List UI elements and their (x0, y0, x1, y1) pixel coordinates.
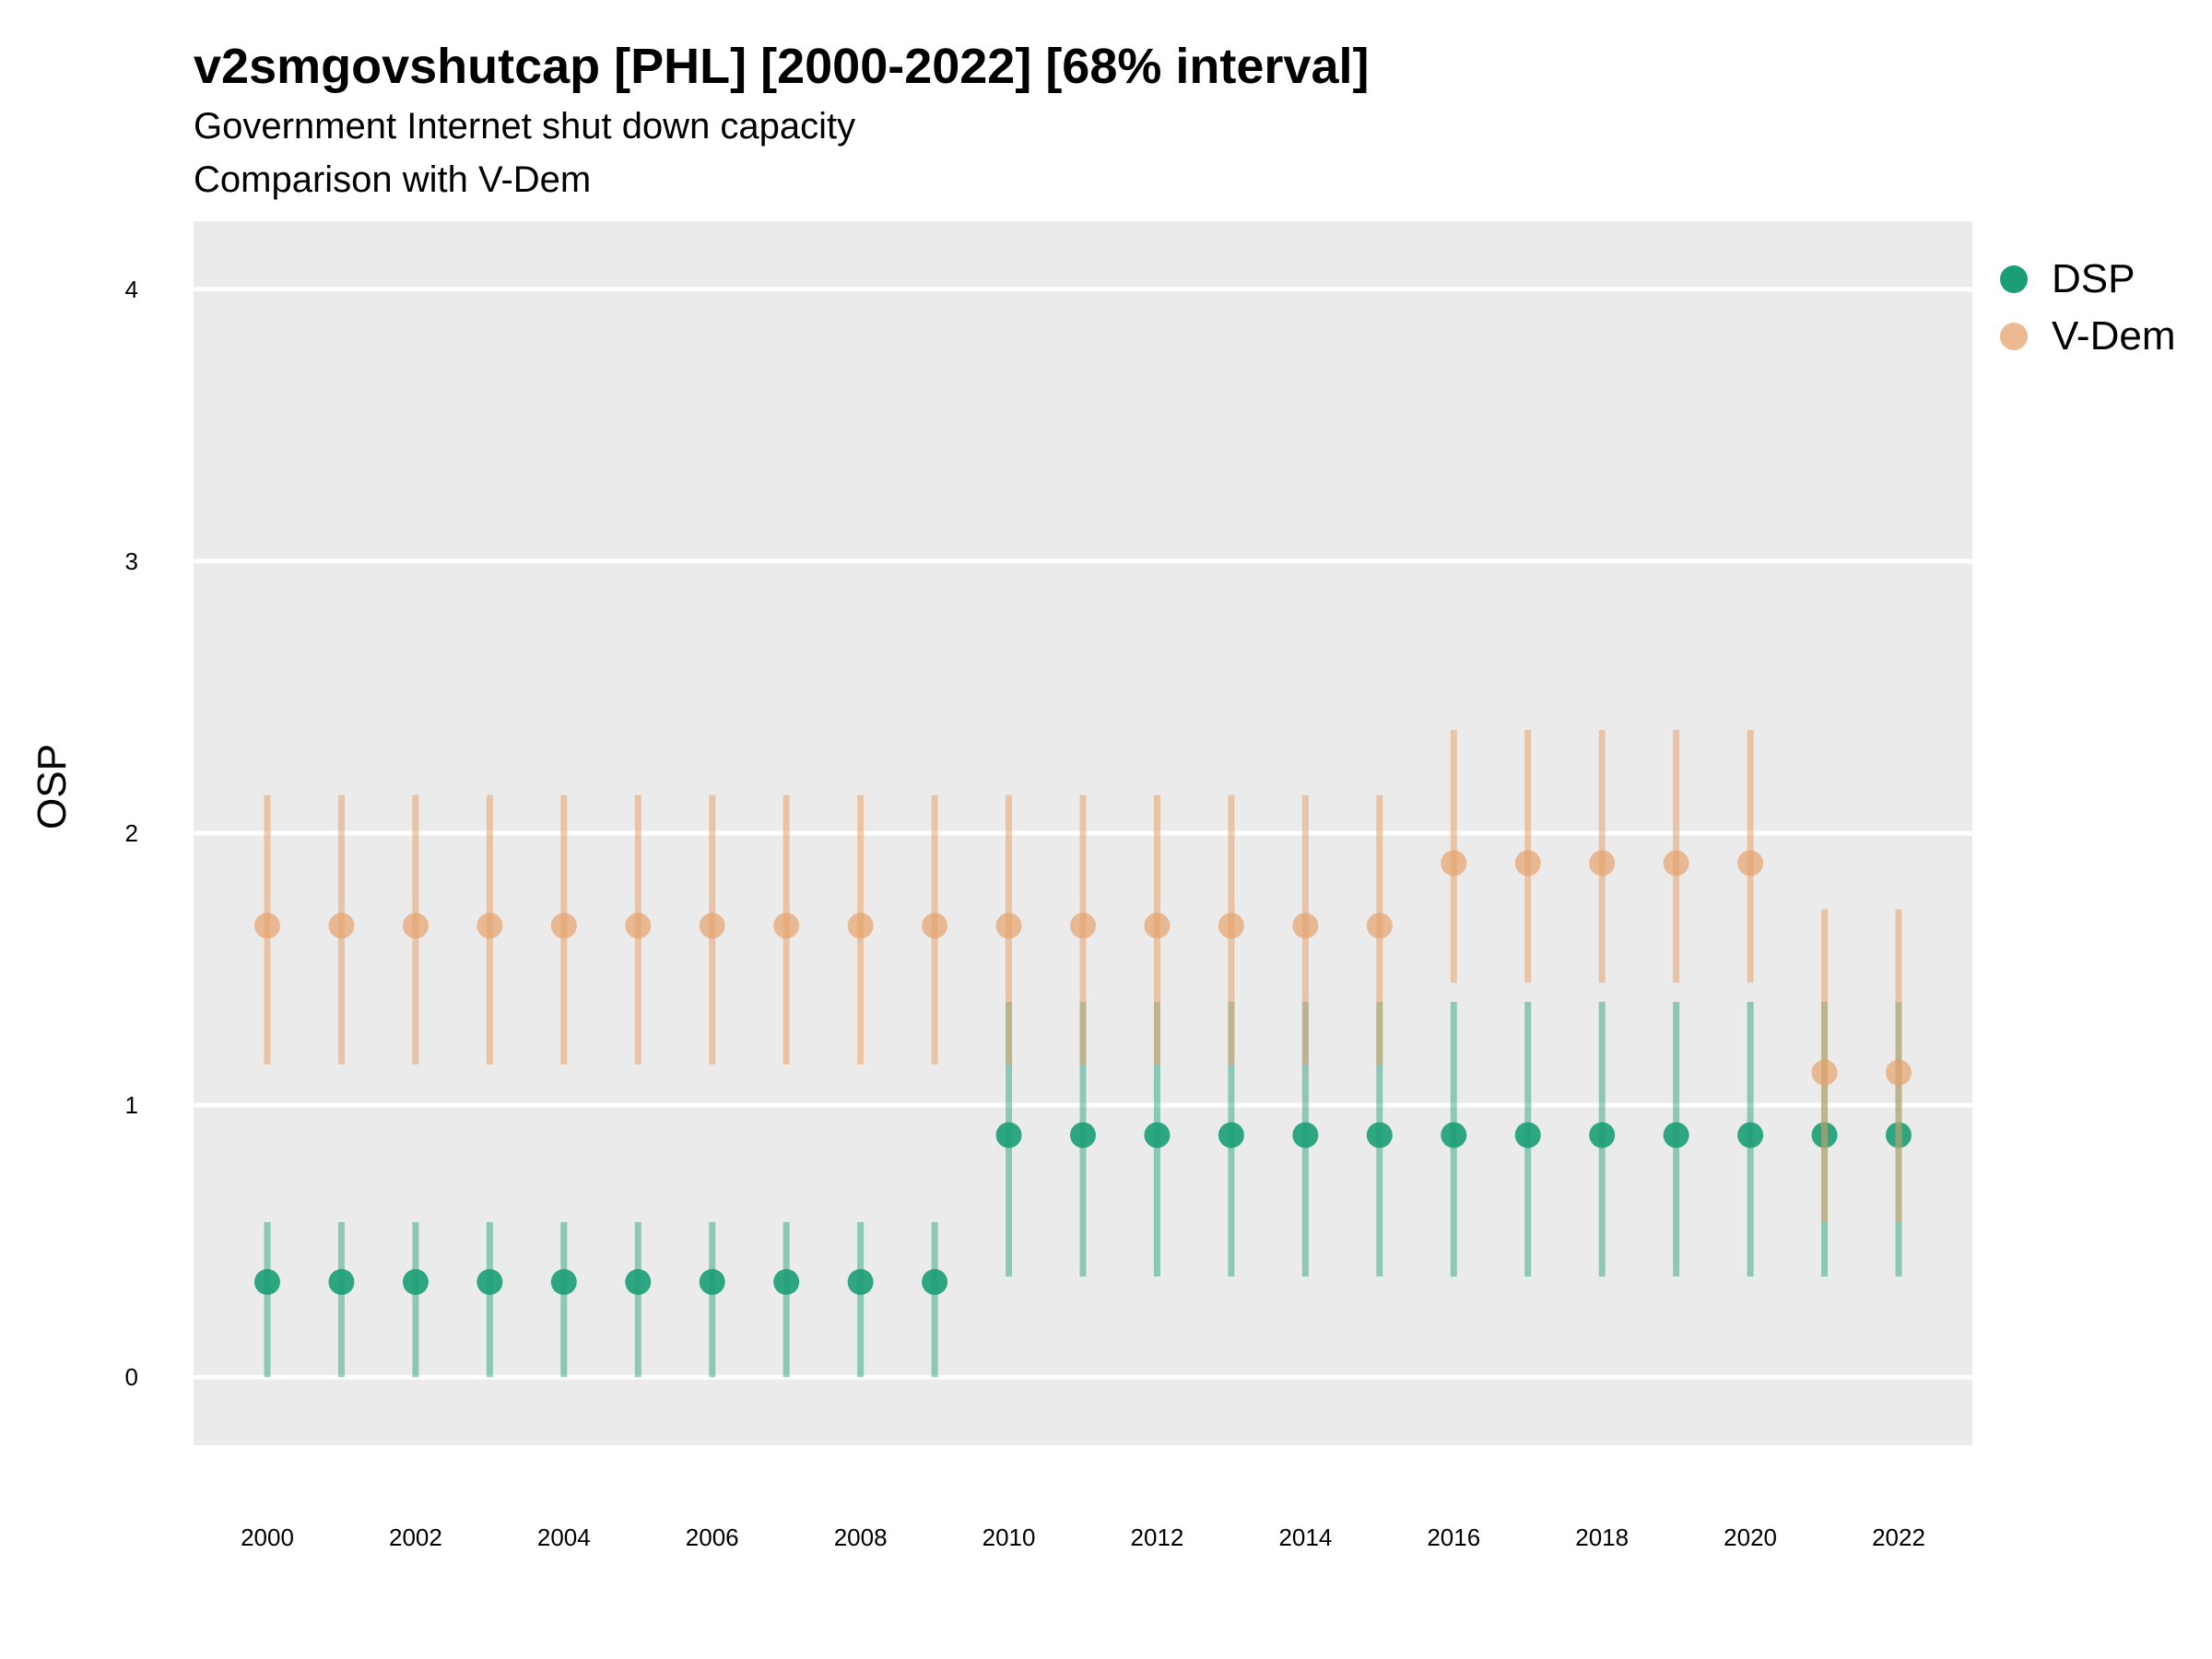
point-dsp-2010 (995, 1122, 1022, 1148)
point-vdem-2022 (1886, 1059, 1912, 1086)
x-tick-label: 2006 (686, 1524, 739, 1551)
point-dsp-2017 (1514, 1122, 1541, 1148)
point-vdem-2000 (254, 912, 280, 939)
point-dsp-2019 (1663, 1122, 1689, 1148)
point-dsp-2008 (847, 1268, 874, 1295)
series-vdem (254, 729, 1912, 1223)
point-vdem-2005 (625, 912, 652, 939)
point-vdem-2012 (1144, 912, 1171, 939)
x-tick-label: 2004 (537, 1524, 591, 1551)
point-vdem-2001 (328, 912, 355, 939)
point-dsp-2009 (922, 1268, 948, 1295)
chart-subtitle-line-1: Government Internet shut down capacity (194, 106, 856, 147)
point-vdem-2004 (550, 912, 577, 939)
point-dsp-2018 (1589, 1122, 1616, 1148)
point-vdem-2006 (699, 912, 725, 939)
legend-item-dsp: DSP (2000, 251, 2175, 308)
title-block: v2smgovshutcap [PHL] [2000-2022] [68% in… (194, 33, 1369, 206)
x-tick-label: 2014 (1278, 1524, 1332, 1551)
point-vdem-2016 (1441, 850, 1467, 877)
point-dsp-2013 (1218, 1122, 1244, 1148)
legend-item-vdem: V-Dem (2000, 308, 2175, 365)
point-dsp-2020 (1737, 1122, 1764, 1148)
x-tick-label: 2008 (834, 1524, 888, 1551)
x-tick-label: 2012 (1131, 1524, 1184, 1551)
point-dsp-2011 (1070, 1122, 1096, 1148)
point-dsp-2006 (699, 1268, 725, 1295)
y-tick-label: 3 (125, 547, 138, 575)
x-tick-label: 2018 (1575, 1524, 1629, 1551)
point-vdem-2010 (995, 912, 1022, 939)
y-tick-label: 0 (125, 1363, 138, 1391)
point-dsp-2003 (477, 1268, 503, 1295)
point-dsp-2001 (328, 1268, 355, 1295)
point-dsp-2004 (550, 1268, 577, 1295)
chart-title: v2smgovshutcap [PHL] [2000-2022] [68% in… (194, 39, 1370, 94)
point-vdem-2021 (1811, 1059, 1838, 1086)
point-dsp-2016 (1441, 1122, 1467, 1148)
point-dsp-2005 (625, 1268, 652, 1295)
x-tick-label: 2020 (1724, 1524, 1777, 1551)
point-vdem-2008 (847, 912, 874, 939)
point-dsp-2000 (254, 1268, 280, 1295)
point-vdem-2015 (1366, 912, 1393, 939)
point-vdem-2011 (1070, 912, 1096, 939)
legend-label-dsp: DSP (2052, 256, 2136, 301)
x-tick-labels: 2000 2002 2004 2006 2008 2010 2012 2014 2016 2018… (241, 1524, 1925, 1551)
point-vdem-2018 (1589, 850, 1616, 877)
point-vdem-2003 (477, 912, 503, 939)
point-dsp-2007 (773, 1268, 800, 1295)
point-vdem-2020 (1737, 850, 1764, 877)
legend-dot-dsp (2000, 265, 2028, 293)
point-vdem-2019 (1663, 850, 1689, 877)
x-tick-label: 2016 (1427, 1524, 1480, 1551)
point-vdem-2002 (402, 912, 429, 939)
point-vdem-2013 (1218, 912, 1244, 939)
point-dsp-2012 (1144, 1122, 1171, 1148)
point-dsp-2014 (1292, 1122, 1319, 1148)
y-tick-labels: 0 1 2 3 4 (125, 276, 138, 1391)
point-vdem-2017 (1514, 850, 1541, 877)
x-tick-label: 2010 (982, 1524, 1036, 1551)
point-vdem-2009 (922, 912, 948, 939)
chart-subtitle-line-2: Comparison with V-Dem (194, 159, 592, 200)
y-tick-label: 2 (125, 819, 138, 847)
x-tick-label: 2022 (1872, 1524, 1925, 1551)
y-tick-label: 4 (125, 276, 138, 303)
point-vdem-2007 (773, 912, 800, 939)
legend-label-vdem: V-Dem (2052, 313, 2176, 359)
y-tick-label: 1 (125, 1091, 138, 1119)
x-tick-label: 2002 (389, 1524, 442, 1551)
x-tick-label: 2000 (241, 1524, 294, 1551)
legend: DSP V-Dem (2000, 251, 2175, 365)
legend-dot-vdem (2000, 323, 2028, 350)
point-vdem-2014 (1292, 912, 1319, 939)
point-dsp-2002 (402, 1268, 429, 1295)
point-dsp-2015 (1366, 1122, 1393, 1148)
